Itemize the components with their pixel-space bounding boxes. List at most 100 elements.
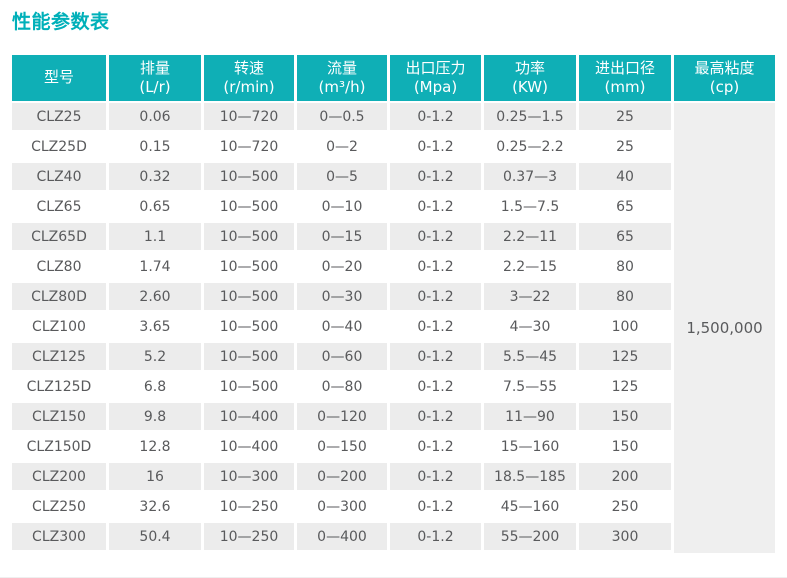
value-cell: 0—150: [297, 433, 390, 463]
value-cell: 10—500: [204, 253, 297, 283]
value-cell: 10—400: [204, 403, 297, 433]
table-row: CLZ150 9.8 10—400 0—120 0-1.2 11—90 150: [12, 403, 775, 433]
page-title: 性能参数表: [12, 11, 110, 33]
header-speed: 转速 (r/min): [204, 55, 297, 103]
value-cell: 0—0.5: [297, 103, 390, 133]
value-cell: 0—200: [297, 463, 390, 493]
value-cell: 10—720: [204, 103, 297, 133]
value-cell: 5.5—45: [484, 343, 579, 373]
value-cell: 0—80: [297, 373, 390, 403]
value-cell: 1.5—7.5: [484, 193, 579, 223]
value-cell: 11—90: [484, 403, 579, 433]
header-unit: (m³/h): [318, 78, 366, 96]
value-cell: 0-1.2: [390, 343, 484, 373]
value-cell: 300: [579, 523, 674, 553]
header-power: 功率 (KW): [484, 55, 579, 103]
value-cell: 1.1: [109, 223, 204, 253]
header-unit: (KW): [512, 78, 548, 96]
value-cell: 0—300: [297, 493, 390, 523]
table-row: CLZ80D 2.60 10—500 0—30 0-1.2 3—22 80: [12, 283, 775, 313]
value-cell: 0—15: [297, 223, 390, 253]
header-label: 进出口径: [594, 58, 655, 77]
value-cell: 15—160: [484, 433, 579, 463]
value-cell: 0—2: [297, 133, 390, 163]
value-cell: 18.5—185: [484, 463, 579, 493]
value-cell: 0-1.2: [390, 103, 484, 133]
header-unit: (cp): [709, 78, 740, 96]
model-cell: CLZ250: [12, 493, 109, 523]
table-row: CLZ200 16 10—300 0—200 0-1.2 18.5—185 200: [12, 463, 775, 493]
model-cell: CLZ80: [12, 253, 109, 283]
header-unit: (r/min): [223, 78, 275, 96]
header-unit: (mm): [604, 78, 646, 96]
value-cell: 100: [579, 313, 674, 343]
value-cell: 150: [579, 433, 674, 463]
table-row: CLZ250 32.6 10—250 0—300 0-1.2 45—160 250: [12, 493, 775, 523]
value-cell: 45—160: [484, 493, 579, 523]
table-body: CLZ25 0.06 10—720 0—0.5 0-1.2 0.25—1.5 25 1,500…: [12, 103, 775, 553]
value-cell: 10—300: [204, 463, 297, 493]
header-port-diameter: 进出口径 (mm): [579, 55, 674, 103]
value-cell: 5.2: [109, 343, 204, 373]
value-cell: 2.2—11: [484, 223, 579, 253]
value-cell: 0.06: [109, 103, 204, 133]
value-cell: 80: [579, 283, 674, 313]
value-cell: 10—250: [204, 523, 297, 553]
value-cell: 10—500: [204, 193, 297, 223]
value-cell: 0-1.2: [390, 223, 484, 253]
value-cell: 10—400: [204, 433, 297, 463]
value-cell: 0—120: [297, 403, 390, 433]
value-cell: 2.2—15: [484, 253, 579, 283]
header-model: 型号: [12, 55, 109, 103]
value-cell: 10—500: [204, 223, 297, 253]
table-row: CLZ25 0.06 10—720 0—0.5 0-1.2 0.25—1.5 25 1,500…: [12, 103, 775, 553]
value-cell: 65: [579, 193, 674, 223]
value-cell: 0-1.2: [390, 193, 484, 223]
value-cell: 0—60: [297, 343, 390, 373]
value-cell: 0—20: [297, 253, 390, 283]
value-cell: 10—250: [204, 493, 297, 523]
header-label: 排量: [139, 58, 170, 77]
performance-parameter-table: 型号 排量 (L/r) 转速 (r/min) 流量 (m³/h) 出口压力 (M…: [12, 55, 775, 553]
value-cell: 50.4: [109, 523, 204, 553]
value-cell: 0-1.2: [390, 463, 484, 493]
table-row: CLZ125 5.2 10—500 0—60 0-1.2 5.5—45 125: [12, 343, 775, 373]
value-cell: 32.6: [109, 493, 204, 523]
header-label: 流量: [326, 58, 357, 77]
value-cell: 7.5—55: [484, 373, 579, 403]
table-row: CLZ65D 1.1 10—500 0—15 0-1.2 2.2—11 65: [12, 223, 775, 253]
value-cell: 0-1.2: [390, 283, 484, 313]
value-cell: 0-1.2: [390, 403, 484, 433]
value-cell: 0—400: [297, 523, 390, 553]
value-cell: 40: [579, 163, 674, 193]
header-label: 最高粘度: [694, 58, 755, 77]
value-cell: 65: [579, 223, 674, 253]
table-row: CLZ125D 6.8 10—500 0—80 0-1.2 7.5—55 125: [12, 373, 775, 403]
value-cell: 0.15: [109, 133, 204, 163]
value-cell: 0.32: [109, 163, 204, 193]
model-cell: CLZ300: [12, 523, 109, 553]
table-row: CLZ150D 12.8 10—400 0—150 0-1.2 15—160 150: [12, 433, 775, 463]
model-cell: CLZ65D: [12, 223, 109, 253]
header-flow: 流量 (m³/h): [297, 55, 390, 103]
header-unit: (Mpa): [413, 78, 458, 96]
value-cell: 10—500: [204, 163, 297, 193]
table-header: 型号 排量 (L/r) 转速 (r/min) 流量 (m³/h) 出口压力 (M…: [12, 55, 775, 103]
value-cell: 10—500: [204, 283, 297, 313]
table-row: CLZ65 0.65 10—500 0—10 0-1.2 1.5—7.5 65: [12, 193, 775, 223]
table-row: CLZ25D 0.15 10—720 0—2 0-1.2 0.25—2.2 25: [12, 133, 775, 163]
value-cell: 0.37—3: [484, 163, 579, 193]
value-cell: 10—500: [204, 373, 297, 403]
value-cell: 125: [579, 373, 674, 403]
value-cell: 2.60: [109, 283, 204, 313]
value-cell: 0-1.2: [390, 493, 484, 523]
value-cell: 0-1.2: [390, 253, 484, 283]
max-viscosity-merged-cell: 1,500,000: [674, 103, 775, 553]
value-cell: 0-1.2: [390, 133, 484, 163]
header-outlet-pressure: 出口压力 (Mpa): [390, 55, 484, 103]
value-cell: 0—10: [297, 193, 390, 223]
value-cell: 150: [579, 403, 674, 433]
table-row: CLZ80 1.74 10—500 0—20 0-1.2 2.2—15 80: [12, 253, 775, 283]
value-cell: 10—500: [204, 343, 297, 373]
